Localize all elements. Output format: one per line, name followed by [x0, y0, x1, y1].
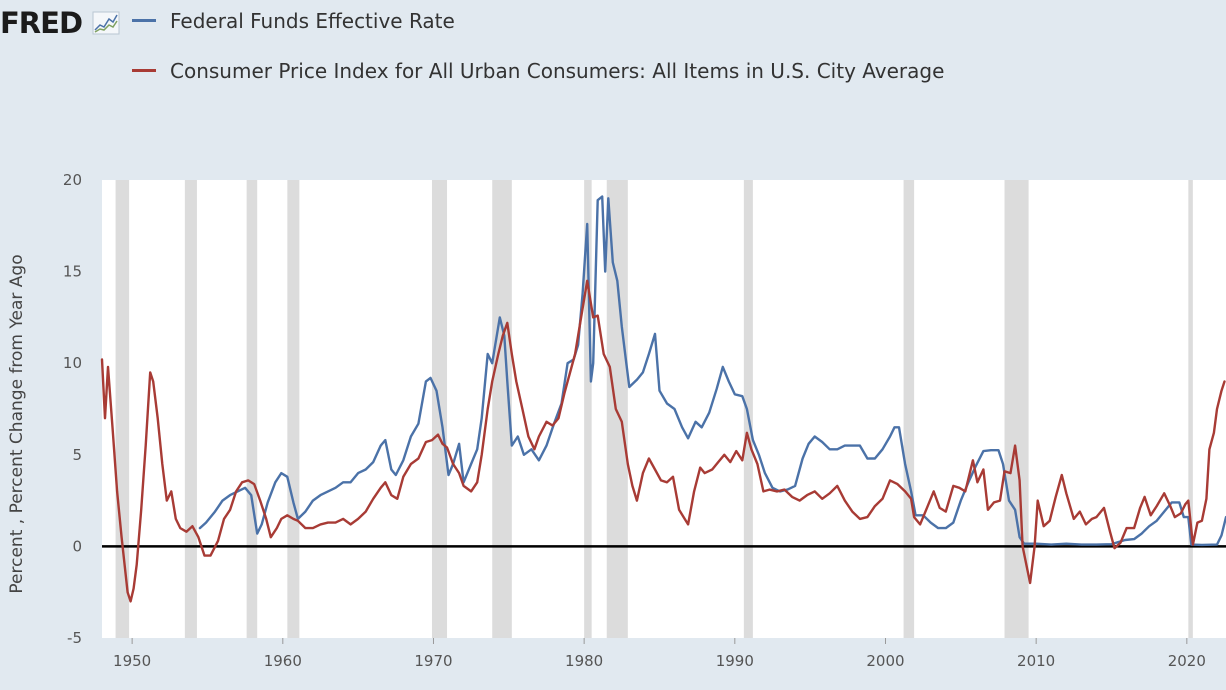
- recession-band: [246, 180, 258, 638]
- fred-logo[interactable]: FRED: [0, 6, 83, 40]
- recession-band: [287, 180, 300, 638]
- recession-band: [903, 180, 915, 638]
- recession-band: [743, 180, 753, 638]
- y-tick-label: -5: [67, 629, 82, 647]
- x-tick-label: 1960: [264, 652, 302, 670]
- x-tick-label: 1970: [414, 652, 452, 670]
- recession-band: [492, 180, 512, 638]
- x-tick-label: 1990: [716, 652, 754, 670]
- legend-item-series1[interactable]: Federal Funds Effective Rate: [132, 6, 960, 36]
- legend-label: Consumer Price Index for All Urban Consu…: [170, 59, 945, 83]
- y-tick-label: 15: [63, 263, 82, 281]
- x-axis-ticks: 1950 1960 1970 1980 1990 2000 2010 2020: [113, 638, 1206, 670]
- legend-item-series2[interactable]: Consumer Price Index for All Urban Consu…: [132, 56, 960, 86]
- recession-band: [184, 180, 197, 638]
- recession-band: [1004, 180, 1029, 638]
- y-tick-label: 20: [63, 171, 82, 189]
- series-line-cpi: [100, 279, 1226, 603]
- legend-swatch-fed-funds: [132, 19, 156, 22]
- legend-label: Federal Funds Effective Rate: [170, 9, 455, 33]
- fred-chart-logo-icon: [92, 11, 120, 35]
- x-tick-label: 2000: [866, 652, 904, 670]
- recession-band: [1188, 180, 1193, 638]
- y-tick-label: 10: [63, 354, 82, 372]
- x-tick-label: 1950: [113, 652, 151, 670]
- y-axis-ticks: -5 0 5 10 15 20: [63, 171, 82, 647]
- y-tick-label: 5: [72, 446, 82, 464]
- recession-band: [584, 180, 592, 638]
- series-line-fed-funds-rate: [198, 195, 1226, 547]
- x-tick-label: 2010: [1017, 652, 1055, 670]
- plot-background: [102, 180, 1226, 638]
- legend-swatch-cpi: [132, 69, 156, 72]
- x-tick-label: 2020: [1168, 652, 1206, 670]
- y-axis-label: Percent , Percent Change from Year Ago: [7, 254, 27, 593]
- recession-band: [115, 180, 130, 638]
- x-tick-label: 1980: [565, 652, 603, 670]
- y-tick-label: 0: [72, 537, 82, 555]
- recession-band: [606, 180, 628, 638]
- series-lines: [100, 195, 1226, 603]
